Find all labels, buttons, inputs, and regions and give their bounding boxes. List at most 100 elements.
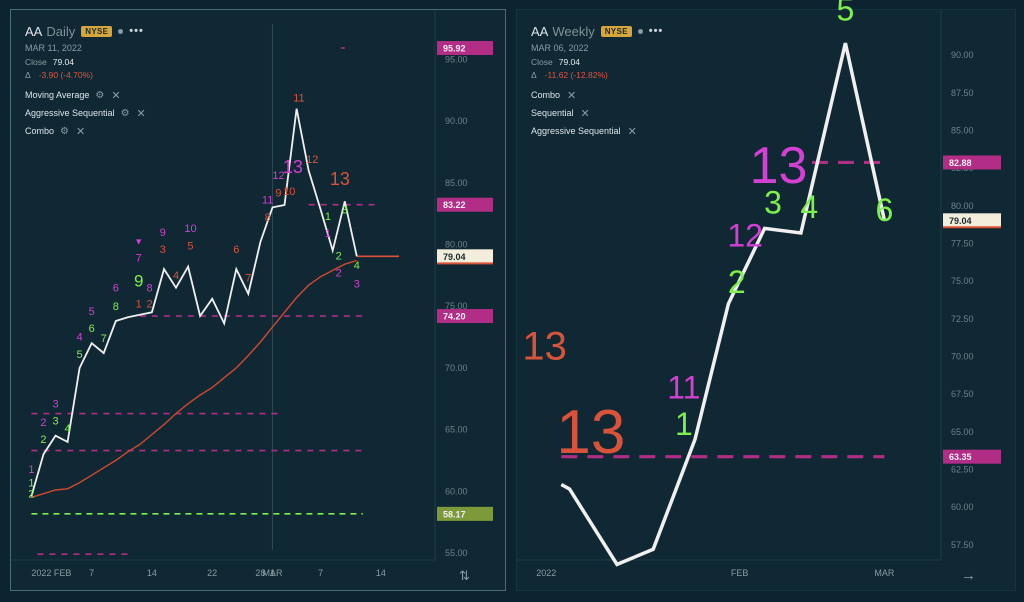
- gear-icon[interactable]: ⚙: [120, 107, 130, 119]
- swap-vertical-icon[interactable]: ⇅: [459, 568, 470, 583]
- y-tick-label: 55.00: [445, 548, 468, 558]
- y-tick-label: 77.50: [951, 239, 974, 249]
- sequential-count-label: 9: [275, 187, 281, 199]
- weekly-chart-panel[interactable]: 90.0087.5085.0082.5080.0077.5075.0072.50…: [516, 0, 1016, 591]
- price-tag: [943, 155, 1001, 170]
- sequential-count-label: 5: [89, 306, 95, 318]
- price-tag: [437, 197, 493, 212]
- price-tag-label: 63.35: [949, 452, 972, 462]
- sequential-count-label: 9: [134, 271, 143, 290]
- price-tag: [437, 506, 493, 521]
- sequential-count-label: 12: [306, 154, 318, 166]
- crosshair-date: MAR 11, 2022: [25, 43, 82, 53]
- x-tick-label: FEB: [731, 568, 749, 578]
- weekly-chart-canvas[interactable]: 90.0087.5085.0082.5080.0077.5075.0072.50…: [517, 0, 1015, 590]
- sequential-count-label: 7: [101, 333, 107, 345]
- more-options-icon[interactable]: •••: [129, 25, 144, 37]
- y-tick-label: 75.00: [445, 301, 468, 311]
- sequential-count-label: 3: [342, 205, 348, 217]
- sequential-count-label: 4: [173, 270, 179, 282]
- period-label[interactable]: Weekly: [552, 23, 595, 39]
- close-icon[interactable]: ✕: [580, 107, 590, 120]
- daily-chart-panel[interactable]: AA Daily NYSE ••• MAR 11, 2022 Close 79.0…: [10, 9, 506, 591]
- y-tick-label: 67.50: [951, 389, 974, 399]
- sequential-count-label: 10: [184, 223, 196, 235]
- period-label[interactable]: Daily: [46, 23, 76, 39]
- sequential-count-label: 11: [262, 195, 273, 207]
- chart-header: AA Daily NYSE ••• MAR 11, 2022 Close 79.0…: [25, 22, 146, 140]
- close-icon[interactable]: ✕: [627, 125, 637, 138]
- sequential-count-label: ▼: [134, 236, 143, 246]
- status-dot-icon: [637, 28, 643, 34]
- sequential-count-label: 1: [136, 298, 142, 310]
- symbol-label[interactable]: AA: [25, 23, 43, 39]
- close-icon[interactable]: ✕: [111, 89, 121, 102]
- sequential-count-label: 13: [330, 169, 350, 189]
- study-combo: Combo ✕: [531, 86, 663, 104]
- close-icon[interactable]: ✕: [136, 107, 146, 120]
- price-tag: [437, 249, 493, 264]
- sequential-count-label: 4: [354, 260, 360, 272]
- more-options-icon[interactable]: •••: [648, 25, 664, 37]
- y-tick-label: 80.00: [951, 201, 974, 211]
- sequential-count-label: 3: [354, 279, 360, 291]
- daily-chart-canvas[interactable]: 95.00 90.00 85.00 80.00 75.00 70.00 65.00 60.00…: [11, 10, 505, 590]
- sequential-count-label: 12: [727, 218, 763, 254]
- y-tick-label: 70.00: [951, 351, 974, 361]
- y-tick-label: 85.00: [951, 126, 974, 136]
- delta-value: -11.62 (-12.82%): [544, 70, 608, 80]
- study-moving-average: Moving Average ⚙ ✕: [25, 86, 146, 104]
- sequential-count-label: 1: [28, 464, 34, 476]
- sequential-count-label: 8: [146, 282, 152, 294]
- sequential-count-label: 6: [233, 244, 239, 256]
- sequential-count-label: 1: [325, 228, 331, 240]
- study-label[interactable]: Moving Average: [25, 90, 90, 100]
- close-value: 79.04: [558, 57, 581, 67]
- y-tick-label: 65.00: [951, 427, 974, 437]
- sequential-count-label: 8: [265, 212, 271, 224]
- x-tick-label: 2022: [536, 568, 556, 578]
- sequential-count-label: 1: [325, 211, 331, 223]
- status-dot-icon: [118, 28, 124, 34]
- sequential-count-label: 1: [675, 406, 693, 442]
- symbol-label[interactable]: AA: [531, 23, 549, 39]
- x-tick-label: 22: [207, 568, 217, 578]
- price-tag-label: 58.17: [443, 509, 466, 519]
- study-label[interactable]: Sequential: [531, 108, 574, 118]
- y-tick-label: 90.00: [445, 116, 468, 126]
- sequential-count-label: 7: [136, 253, 142, 265]
- study-label[interactable]: Aggressive Sequential: [531, 126, 621, 136]
- y-tick-label: 75.00: [951, 276, 974, 286]
- sequential-count-label: 11: [667, 370, 700, 406]
- close-value: 79.04: [52, 57, 75, 67]
- sequential-count-label: 2: [40, 434, 46, 446]
- close-icon[interactable]: ✕: [75, 125, 86, 138]
- price-tag: [943, 449, 1001, 464]
- study-label[interactable]: Combo: [531, 90, 561, 100]
- study-aggressive-sequential: Aggressive Sequential ⚙ ✕: [25, 104, 146, 122]
- arrow-right-icon[interactable]: →: [961, 567, 976, 584]
- y-tick-label: 80.00: [445, 239, 468, 249]
- x-tick-label: MAR: [874, 568, 895, 578]
- gear-icon[interactable]: ⚙: [95, 89, 105, 101]
- sequential-count-label: 4: [65, 423, 71, 435]
- sequential-count-label: 8: [113, 301, 119, 313]
- sequential-count-label: 5: [77, 349, 83, 361]
- y-tick-label: 87.50: [951, 88, 974, 98]
- price-tag-label: 79.04: [949, 216, 972, 226]
- sequential-count-label: 10: [283, 186, 295, 198]
- sequential-count-label: 3: [52, 416, 58, 428]
- y-tick-label: 72.50: [951, 314, 974, 324]
- x-tick-label: 14: [147, 568, 157, 578]
- price-line: [30, 108, 358, 497]
- price-tag-label: 83.22: [443, 200, 466, 210]
- close-readout: Close 79.04: [25, 57, 146, 67]
- x-tick-label: MAR: [262, 568, 283, 578]
- close-icon[interactable]: ✕: [567, 89, 577, 102]
- study-label[interactable]: Aggressive Sequential: [25, 108, 115, 118]
- gear-icon[interactable]: ⚙: [60, 125, 69, 137]
- study-label[interactable]: Combo: [25, 126, 55, 136]
- y-tick-label: 60.00: [445, 486, 468, 496]
- y-tick-label: 60.00: [951, 502, 974, 512]
- delta-icon: Δ: [25, 70, 31, 80]
